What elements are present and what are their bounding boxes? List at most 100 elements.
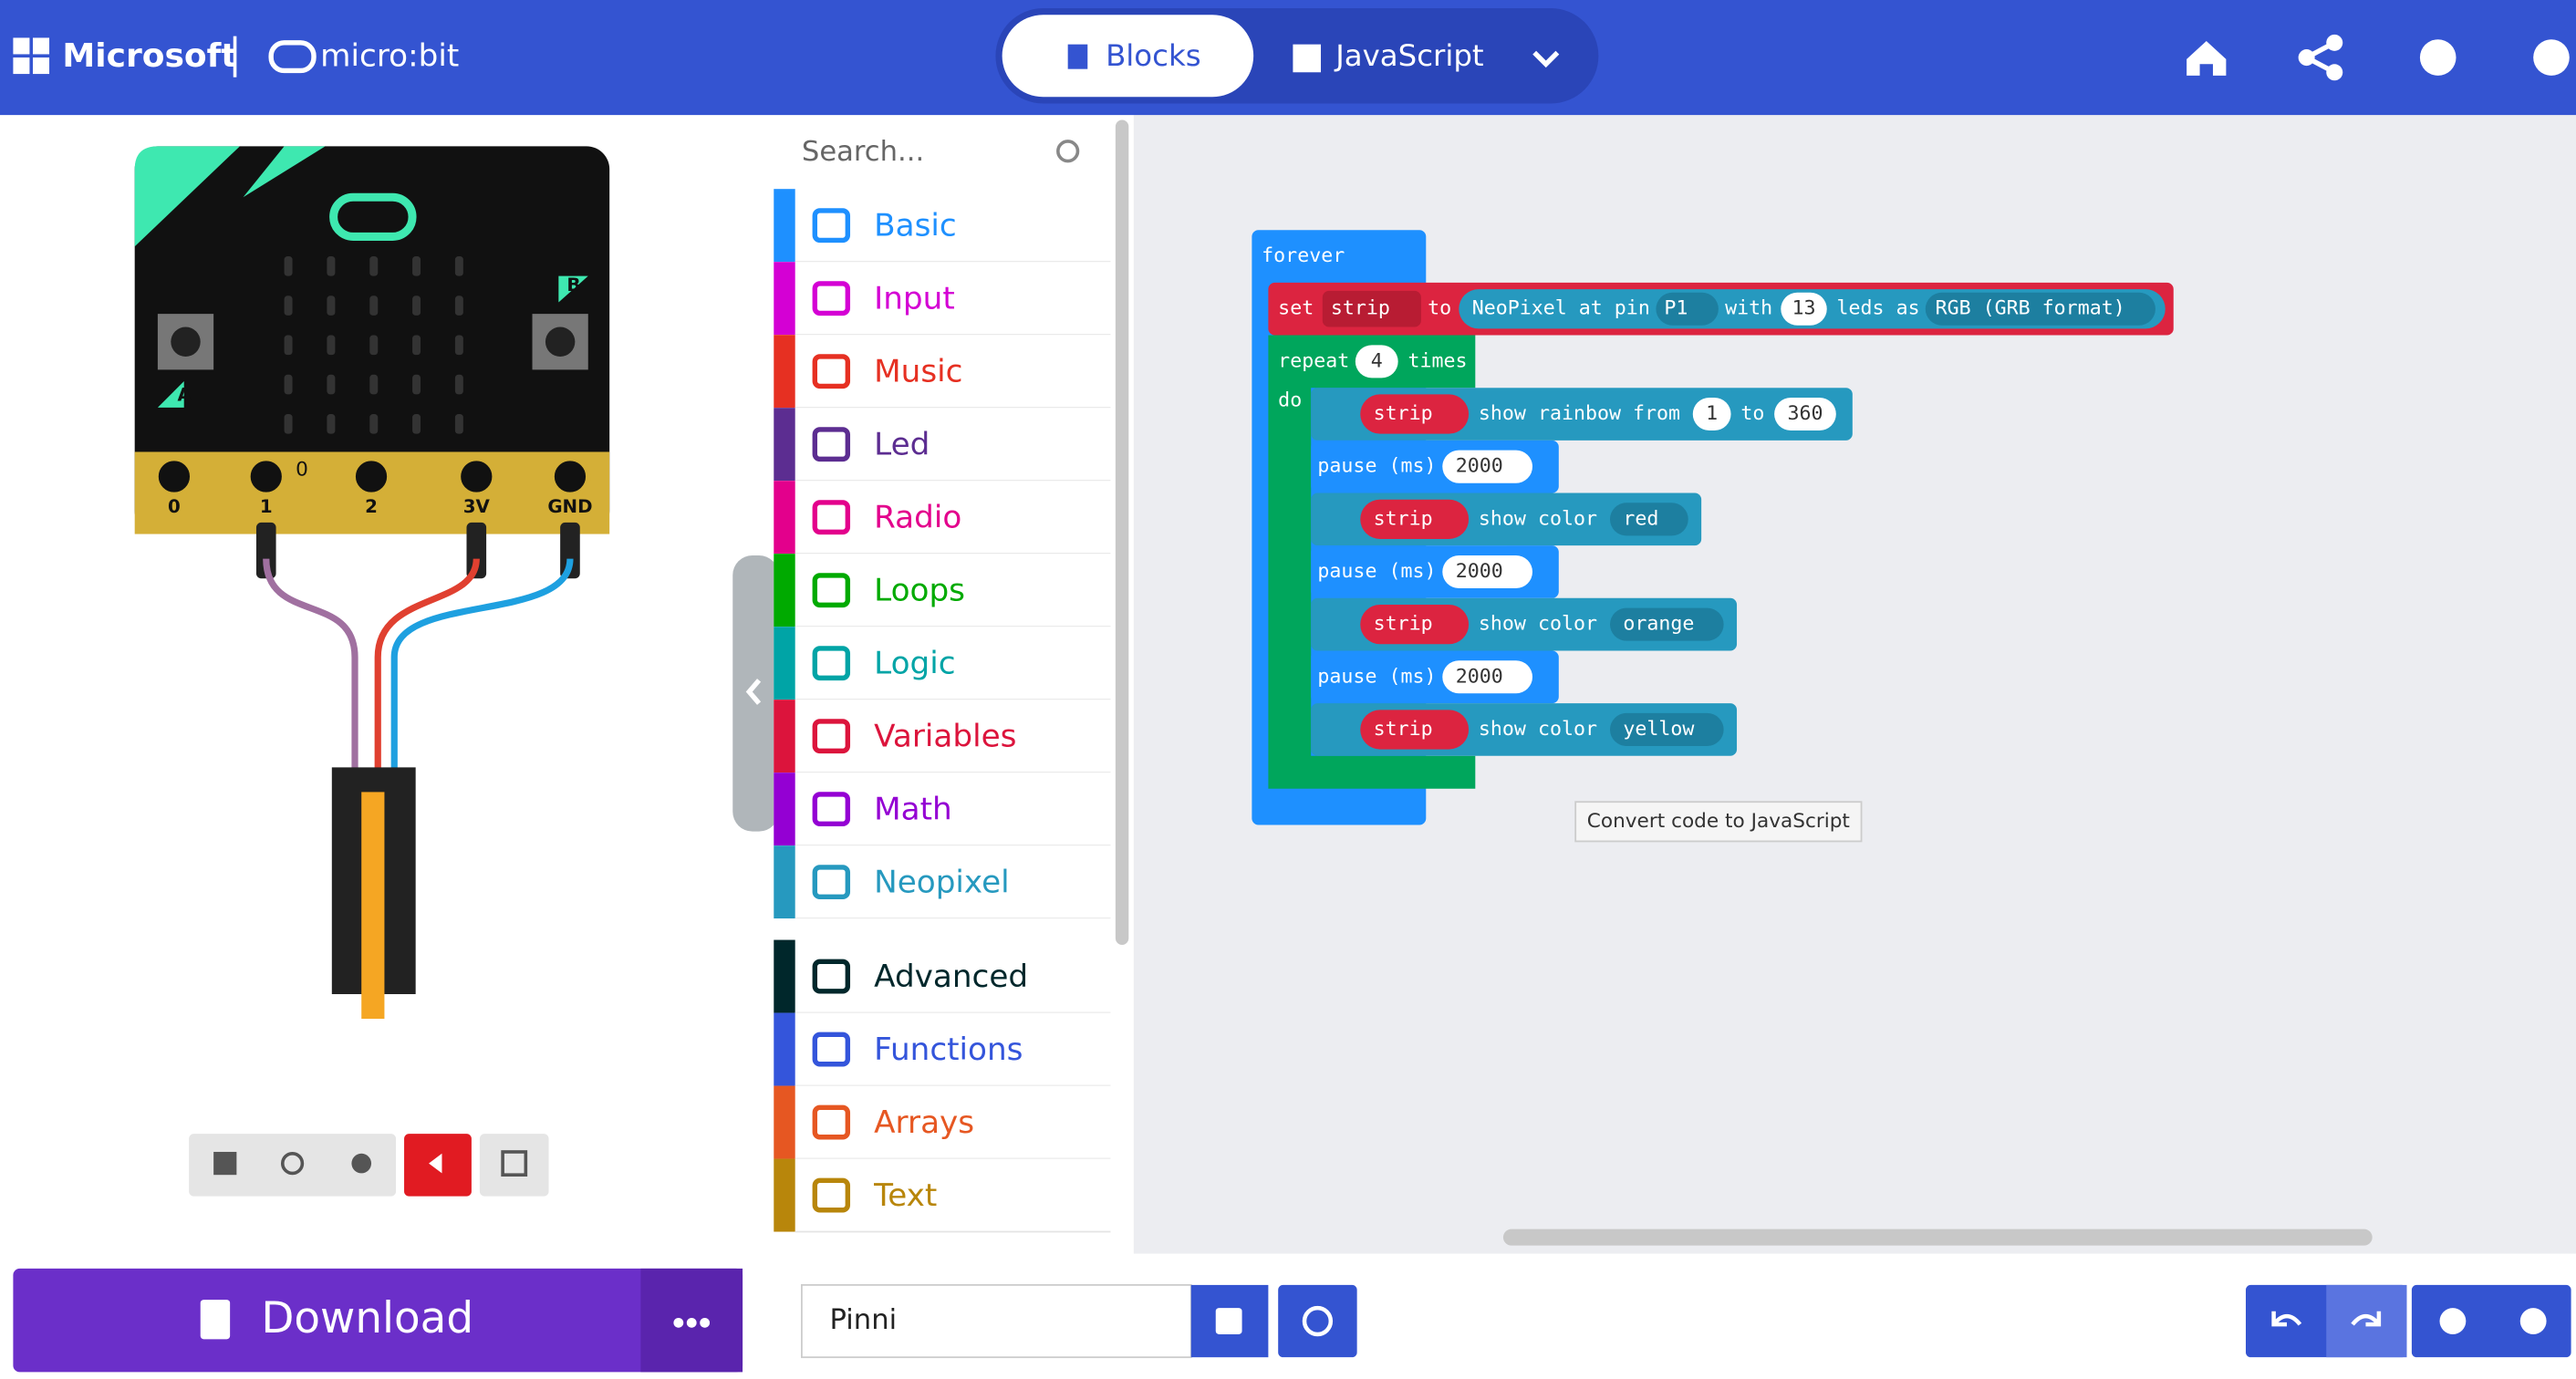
category-label[interactable]: Neopixel — [874, 864, 1010, 900]
led — [284, 414, 293, 434]
dropdown-chevron[interactable] — [1532, 50, 1560, 68]
led — [369, 296, 379, 316]
js-label[interactable]: JavaScript — [1334, 38, 1483, 73]
project-name[interactable]: Pinni — [830, 1304, 898, 1336]
category-label[interactable]: Advanced — [874, 959, 1028, 995]
category-row[interactable] — [774, 700, 1111, 773]
led — [412, 374, 421, 395]
category-label[interactable]: Text — [873, 1177, 937, 1214]
category-label[interactable]: Variables — [874, 718, 1016, 754]
category-row[interactable] — [774, 1158, 1111, 1232]
block-label: show rainbow from — [1479, 402, 1680, 425]
category-row[interactable] — [774, 1012, 1111, 1086]
category-label[interactable]: Logic — [874, 645, 955, 681]
category-label[interactable]: Loops — [874, 572, 965, 608]
strip-dropdown[interactable] — [1360, 710, 1470, 750]
search-box[interactable]: Search... — [802, 136, 924, 168]
category-row[interactable] — [774, 481, 1111, 555]
button-a-cap[interactable] — [171, 327, 201, 357]
js-icon[interactable] — [1293, 44, 1322, 73]
download-label[interactable]: Download — [261, 1294, 473, 1343]
category-row[interactable] — [774, 772, 1111, 846]
category-label[interactable]: Input — [874, 280, 955, 316]
restart-button[interactable] — [280, 1151, 305, 1176]
wire — [390, 558, 574, 772]
number-dropdown[interactable] — [1442, 450, 1532, 483]
category-row[interactable] — [774, 189, 1111, 263]
block-label: 2000 — [1456, 665, 1503, 688]
category-label[interactable]: Led — [874, 426, 930, 462]
block-label: to — [1740, 402, 1764, 425]
more-icon — [673, 1317, 711, 1328]
pin-dropdown[interactable] — [1656, 292, 1719, 326]
fullscreen-icon — [501, 1150, 528, 1177]
redo-icon[interactable] — [2351, 1311, 2382, 1327]
zoom-out-button[interactable] — [2439, 1308, 2467, 1334]
home-button[interactable] — [2186, 41, 2227, 76]
color-dropdown[interactable] — [1610, 712, 1724, 746]
board-corner — [134, 146, 240, 247]
download-button[interactable] — [13, 1268, 743, 1373]
blocks-tab[interactable] — [1002, 15, 1254, 98]
category-color — [774, 262, 795, 336]
category-row[interactable] — [774, 939, 1111, 1013]
button-b-label: B — [566, 275, 580, 296]
strip-dropdown[interactable] — [1360, 499, 1470, 539]
category-label[interactable]: Functions — [874, 1032, 1023, 1068]
redo-button[interactable] — [2326, 1284, 2407, 1358]
category-row[interactable] — [774, 262, 1111, 336]
pin-label: GND — [547, 496, 592, 517]
fullscreen-button[interactable] — [479, 1134, 549, 1197]
search-icon[interactable] — [1056, 140, 1080, 163]
number-dropdown[interactable] — [1442, 660, 1532, 694]
category-label[interactable]: Radio — [874, 499, 961, 535]
settings-button[interactable] — [2533, 39, 2570, 76]
help-button[interactable] — [2419, 39, 2457, 76]
category-row[interactable] — [774, 845, 1111, 919]
stop-button[interactable] — [213, 1151, 237, 1176]
number-input[interactable] — [1355, 345, 1398, 378]
board-corner — [243, 146, 326, 198]
zoom-in-button[interactable] — [2519, 1308, 2547, 1334]
category-label[interactable]: Arrays — [874, 1104, 974, 1141]
category-row[interactable] — [774, 335, 1111, 409]
number-input[interactable] — [1774, 398, 1836, 431]
project-name-input[interactable] — [800, 1284, 1192, 1359]
undo-icon[interactable] — [2271, 1311, 2302, 1327]
color-dropdown[interactable] — [1610, 503, 1688, 536]
block-label: yellow — [1623, 718, 1695, 741]
category-row[interactable] — [774, 1085, 1111, 1159]
pin — [153, 455, 195, 498]
github-button[interactable] — [1278, 1284, 1357, 1358]
collapse-icon — [745, 679, 762, 705]
wire — [263, 558, 358, 772]
share-button[interactable] — [2298, 34, 2343, 81]
collapse-tab[interactable] — [732, 555, 779, 832]
tooltip-text: Convert code to JavaScript — [1587, 810, 1850, 833]
color-dropdown[interactable] — [1610, 607, 1724, 641]
strip-dropdown[interactable] — [1360, 394, 1470, 434]
block-label: show color — [1479, 613, 1597, 636]
block-label: strip — [1374, 718, 1433, 741]
category-color — [774, 772, 795, 846]
number-input[interactable] — [1781, 292, 1827, 326]
category-label[interactable]: Music — [874, 353, 962, 389]
number-input[interactable] — [1692, 398, 1731, 431]
debug-button[interactable] — [351, 1153, 372, 1174]
led — [284, 256, 293, 276]
category-row[interactable] — [774, 408, 1111, 482]
category-label[interactable]: Basic — [874, 207, 957, 244]
category-icon — [812, 208, 851, 244]
category-row[interactable] — [774, 627, 1111, 700]
block-label: with — [1725, 297, 1772, 320]
pin-label: 1 — [260, 496, 273, 517]
category-label[interactable]: Math — [874, 791, 952, 827]
mode-dropdown[interactable] — [1925, 292, 2155, 326]
strip-dropdown[interactable] — [1360, 605, 1470, 645]
button-b-cap[interactable] — [545, 327, 576, 357]
block-label: leds as — [1837, 297, 1920, 320]
variable-dropdown[interactable] — [1322, 290, 1421, 327]
download-icon — [200, 1300, 231, 1340]
number-dropdown[interactable] — [1442, 555, 1532, 588]
category-row[interactable] — [774, 554, 1111, 627]
